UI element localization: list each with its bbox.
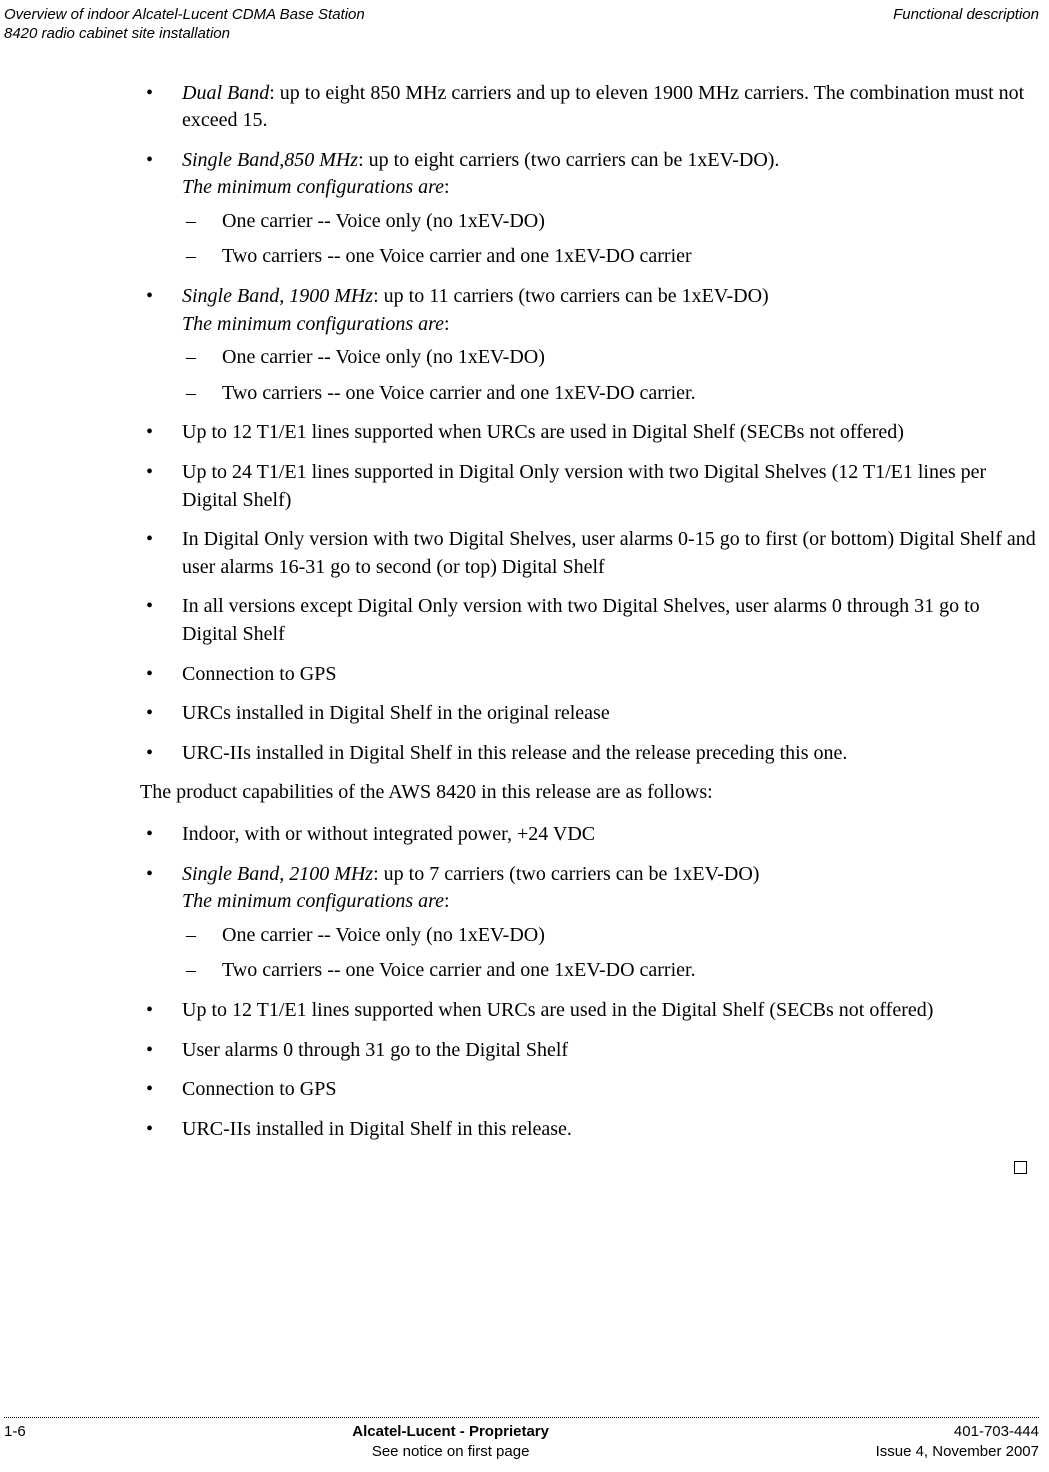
item-rest: : up to eight carriers (two carriers can… bbox=[358, 149, 779, 171]
footer-page-number: 1-6 bbox=[4, 1422, 26, 1463]
list-item: Single Band,850 MHz: up to eight carrier… bbox=[140, 147, 1039, 271]
sub-list: One carrier -- Voice only (no 1xEV-DO) T… bbox=[182, 344, 1039, 407]
list-item: Up to 12 T1/E1 lines supported when URCs… bbox=[140, 997, 1039, 1025]
sub-colon: : bbox=[444, 313, 450, 335]
item-rest: : up to eight 850 MHz carriers and up to… bbox=[182, 82, 1024, 132]
sub-list: One carrier -- Voice only (no 1xEV-DO) T… bbox=[182, 922, 1039, 985]
list-item: Up to 12 T1/E1 lines supported when URCs… bbox=[140, 419, 1039, 447]
mid-paragraph: The product capabilities of the AWS 8420… bbox=[140, 779, 1039, 807]
sub-list-item: One carrier -- Voice only (no 1xEV-DO) bbox=[182, 922, 1039, 950]
sub-intro: The minimum configurations are bbox=[182, 890, 444, 912]
footer-row: 1-6 Alcatel-Lucent - Proprietary See not… bbox=[4, 1422, 1039, 1463]
footer-issue: Issue 4, November 2007 bbox=[876, 1443, 1039, 1460]
header-left: Overview of indoor Alcatel-Lucent CDMA B… bbox=[4, 6, 365, 44]
list-item: Indoor, with or without integrated power… bbox=[140, 821, 1039, 849]
item-lead: Dual Band bbox=[182, 82, 269, 104]
page-header: Overview of indoor Alcatel-Lucent CDMA B… bbox=[0, 0, 1049, 44]
list-item: In all versions except Digital Only vers… bbox=[140, 593, 1039, 648]
list-item: URC-IIs installed in Digital Shelf in th… bbox=[140, 1116, 1039, 1144]
item-rest: : up to 11 carriers (two carriers can be… bbox=[373, 285, 769, 307]
sub-list-item: One carrier -- Voice only (no 1xEV-DO) bbox=[182, 208, 1039, 236]
list-item: Connection to GPS bbox=[140, 1076, 1039, 1104]
sub-list-item: Two carriers -- one Voice carrier and on… bbox=[182, 957, 1039, 985]
capabilities-list-1: Dual Band: up to eight 850 MHz carriers … bbox=[140, 80, 1039, 768]
footer-proprietary: Alcatel-Lucent - Proprietary bbox=[352, 1423, 549, 1440]
sub-intro: The minimum configurations are bbox=[182, 176, 444, 198]
page-content: Dual Band: up to eight 850 MHz carriers … bbox=[0, 44, 1049, 1175]
page-footer: 1-6 Alcatel-Lucent - Proprietary See not… bbox=[0, 1417, 1049, 1463]
end-of-section-icon bbox=[1014, 1161, 1027, 1174]
header-left-line1: Overview of indoor Alcatel-Lucent CDMA B… bbox=[4, 6, 365, 25]
footer-center: Alcatel-Lucent - Proprietary See notice … bbox=[352, 1422, 549, 1463]
sub-list-item: Two carriers -- one Voice carrier and on… bbox=[182, 243, 1039, 271]
header-left-line2: 8420 radio cabinet site installation bbox=[4, 25, 365, 44]
footer-notice: See notice on first page bbox=[372, 1443, 530, 1460]
sub-list-item: Two carriers -- one Voice carrier and on… bbox=[182, 380, 1039, 408]
list-item: Dual Band: up to eight 850 MHz carriers … bbox=[140, 80, 1039, 135]
list-item: Up to 24 T1/E1 lines supported in Digita… bbox=[140, 459, 1039, 514]
sub-list-item: One carrier -- Voice only (no 1xEV-DO) bbox=[182, 344, 1039, 372]
sub-list: One carrier -- Voice only (no 1xEV-DO) T… bbox=[182, 208, 1039, 271]
item-lead: Single Band, 1900 MHz bbox=[182, 285, 373, 307]
list-item: User alarms 0 through 31 go to the Digit… bbox=[140, 1037, 1039, 1065]
list-item: Single Band, 1900 MHz: up to 11 carriers… bbox=[140, 283, 1039, 407]
sub-intro: The minimum configurations are bbox=[182, 313, 444, 335]
sub-colon: : bbox=[444, 890, 450, 912]
footer-rule bbox=[4, 1417, 1039, 1418]
item-lead: Single Band,850 MHz bbox=[182, 149, 358, 171]
list-item: Connection to GPS bbox=[140, 661, 1039, 689]
sub-colon: : bbox=[444, 176, 450, 198]
list-item: Single Band, 2100 MHz: up to 7 carriers … bbox=[140, 861, 1039, 985]
list-item: URC-IIs installed in Digital Shelf in th… bbox=[140, 740, 1039, 768]
footer-docnum: 401-703-444 bbox=[954, 1423, 1039, 1440]
list-item: In Digital Only version with two Digital… bbox=[140, 526, 1039, 581]
header-right: Functional description bbox=[893, 6, 1039, 44]
footer-right: 401-703-444 Issue 4, November 2007 bbox=[876, 1422, 1039, 1463]
capabilities-list-2: Indoor, with or without integrated power… bbox=[140, 821, 1039, 1143]
item-lead: Single Band, 2100 MHz bbox=[182, 863, 373, 885]
item-rest: : up to 7 carriers (two carriers can be … bbox=[373, 863, 759, 885]
list-item: URCs installed in Digital Shelf in the o… bbox=[140, 700, 1039, 728]
